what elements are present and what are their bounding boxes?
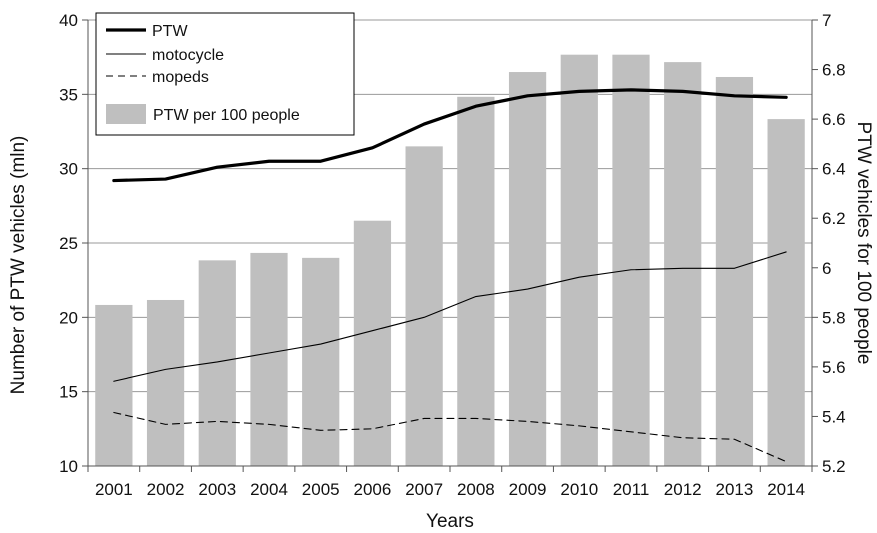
bar-2003 xyxy=(198,260,236,466)
x-tick-label-2001: 2001 xyxy=(95,480,133,499)
y-tick-label-left: 15 xyxy=(59,383,78,402)
x-tick-label-2003: 2003 xyxy=(198,480,236,499)
bar-2006 xyxy=(353,220,392,466)
x-tick-label-2007: 2007 xyxy=(405,480,443,499)
x-tick-label-2012: 2012 xyxy=(664,480,702,499)
y-tick-label-right: 7 xyxy=(822,11,831,30)
x-tick-label-2005: 2005 xyxy=(302,480,340,499)
bar-2001 xyxy=(95,304,133,466)
y-tick-label-left: 30 xyxy=(59,160,78,179)
series-line-mopeds xyxy=(113,411,787,463)
y-tick-label-right: 6.4 xyxy=(822,160,846,179)
x-tick-label-2008: 2008 xyxy=(457,480,495,499)
bar-2012 xyxy=(664,62,702,466)
bar-2014 xyxy=(767,119,805,466)
y-tick-label-left: 40 xyxy=(59,11,78,30)
x-tick-label-2006: 2006 xyxy=(354,480,392,499)
y-tick-label-right: 5.4 xyxy=(822,407,846,426)
x-tick-label-2010: 2010 xyxy=(560,480,598,499)
series-line-ptw xyxy=(112,88,788,183)
y-tick-label-left: 35 xyxy=(59,85,78,104)
lines-group xyxy=(112,88,788,463)
y-tick-label-right: 6.6 xyxy=(822,110,846,129)
y-tick-label-right: 5.8 xyxy=(822,308,846,327)
legend-swatch-bars xyxy=(106,104,146,124)
y-tick-label-right: 5.2 xyxy=(822,457,846,476)
x-tick-label-2009: 2009 xyxy=(509,480,547,499)
y-tick-label-left: 20 xyxy=(59,308,78,327)
bar-2002 xyxy=(146,299,185,466)
tick-labels-group: 10 15 20 25 30 35 40 5.2 5.4 5.6 5.8 6 6.2 6.4 6.6 6.8 7… xyxy=(59,11,846,499)
y-tick-label-right: 6 xyxy=(822,259,831,278)
y-tick-label-left: 10 xyxy=(59,457,78,476)
legend: PTW motocycle mopeds PTW per 100 people xyxy=(95,12,355,136)
bar-2004 xyxy=(250,252,288,466)
x-axis-title: Years xyxy=(426,511,474,532)
y-axis-title-right: PTW vehicles for 100 people xyxy=(853,122,874,365)
legend-label-mopeds: mopeds xyxy=(152,69,209,86)
legend-label-bars: PTW per 100 people xyxy=(153,107,300,124)
bars-group xyxy=(95,54,805,467)
x-tick-label-2014: 2014 xyxy=(767,480,805,499)
y-axis-title-left: Number of PTW vehicles (mln) xyxy=(8,136,29,395)
y-tick-label-right: 5.6 xyxy=(822,358,846,377)
y-tick-label-left: 25 xyxy=(59,234,78,253)
bar-2009 xyxy=(508,72,547,467)
x-tick-label-2002: 2002 xyxy=(147,480,185,499)
x-tick-label-2004: 2004 xyxy=(250,480,288,499)
bar-2013 xyxy=(715,76,754,466)
bar-2005 xyxy=(302,257,340,466)
x-tick-label-2013: 2013 xyxy=(716,480,754,499)
x-tick-label-2011: 2011 xyxy=(613,480,650,499)
y-tick-label-right: 6.8 xyxy=(822,61,846,80)
bar-2010 xyxy=(560,54,598,466)
axes-group xyxy=(82,19,818,472)
bar-2008 xyxy=(457,96,495,467)
y-tick-label-right: 6.2 xyxy=(822,209,846,228)
legend-label-ptw: PTW xyxy=(152,23,188,40)
bar-2007 xyxy=(405,146,443,466)
legend-label-motocycle: motocycle xyxy=(152,47,224,64)
bar-2011 xyxy=(612,54,650,466)
series-line-motocycle xyxy=(113,251,787,382)
